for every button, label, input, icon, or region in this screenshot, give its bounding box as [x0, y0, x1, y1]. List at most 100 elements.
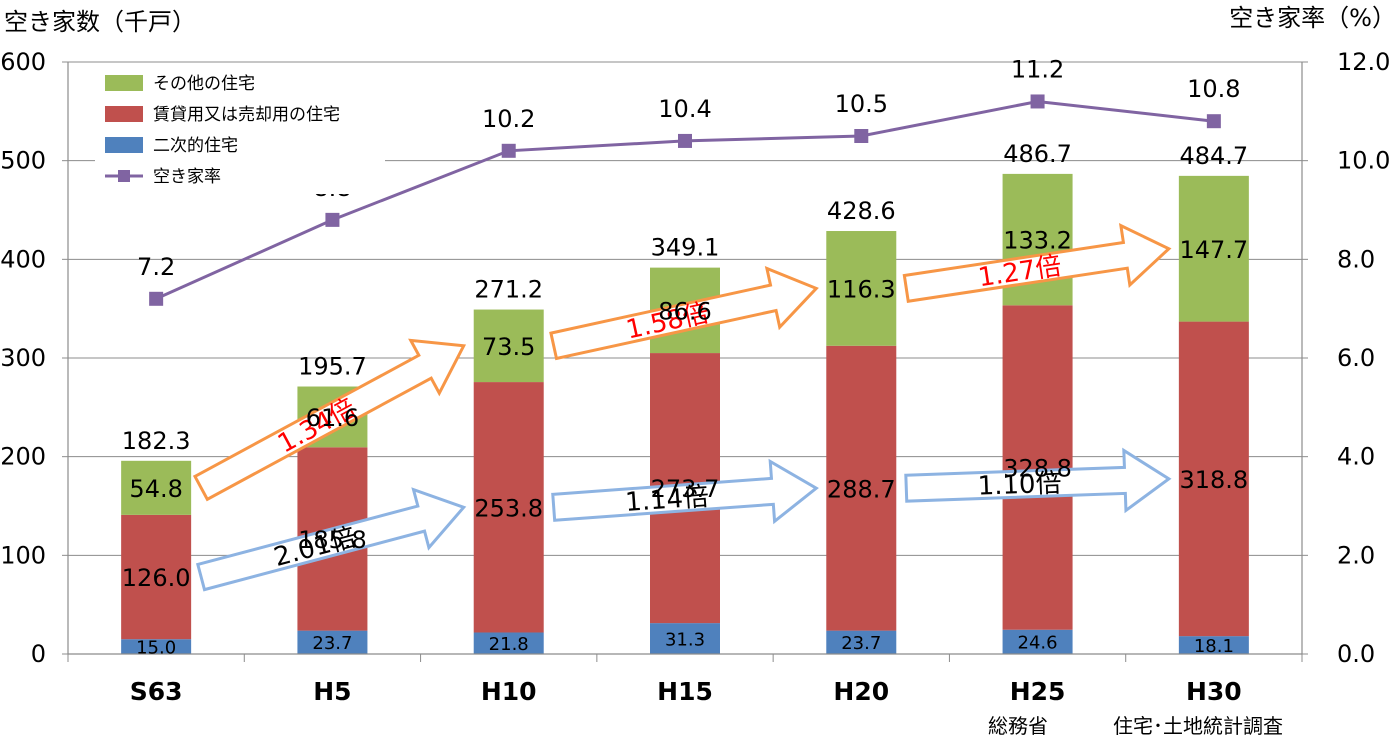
bar-value-label: 54.8	[129, 475, 182, 503]
bar-value-label: 15.0	[136, 637, 176, 658]
bar-segment	[121, 639, 192, 654]
x-tick-label: H5	[313, 677, 351, 706]
legend-label: 空き家率	[153, 167, 221, 187]
y-left-tick-label: 400	[0, 245, 46, 273]
vacancy-rate-marker	[501, 143, 516, 158]
y-right-tick-label: 10.0	[1337, 147, 1390, 175]
x-tick-label: H30	[1186, 677, 1242, 706]
bar-value-label: 185.8	[298, 526, 367, 554]
y-left-tick-label: 500	[0, 147, 46, 175]
ratio-arrow: 1.14倍	[551, 458, 819, 525]
x-tick-label: H25	[1010, 677, 1066, 706]
legend-swatch	[105, 75, 143, 91]
bar-segment	[121, 514, 192, 640]
y-left-tick-label: 0	[31, 640, 46, 668]
ratio-arrow-shape	[195, 487, 467, 592]
ratio-arrow-shape	[904, 447, 1172, 514]
ratio-arrow-shape	[192, 338, 467, 502]
y-right-tick-label: 8.0	[1337, 245, 1375, 273]
y-left-tick-label: 600	[0, 48, 46, 76]
bar-segment	[826, 345, 897, 631]
bar-value-label: 147.7	[1179, 236, 1248, 264]
y-left-tick-label: 100	[0, 541, 46, 569]
bar-segment	[826, 231, 897, 346]
bar-value-label: 61.6	[306, 404, 359, 432]
vacancy-rate-marker	[1206, 114, 1221, 129]
bar-segment	[1178, 636, 1249, 654]
bar-value-label: 23.7	[312, 633, 352, 654]
ratio-arrow-shape	[549, 266, 819, 361]
bar-segment	[826, 630, 897, 654]
x-tick-label: H10	[481, 677, 537, 706]
bar-segment	[1178, 175, 1249, 322]
bar-value-label: 86.6	[658, 297, 711, 325]
bar-total-label: 195.7	[298, 353, 367, 381]
y-right-tick-label: 6.0	[1337, 344, 1375, 372]
bar-value-label: 133.2	[1003, 227, 1072, 255]
bar-total-label: 484.7	[1179, 142, 1248, 170]
vacancy-rate-label: 10.4	[658, 95, 711, 123]
legend-swatch	[105, 137, 143, 153]
bar-value-label: 273.7	[651, 475, 720, 503]
vacancy-rate-line	[149, 94, 1221, 306]
bar-total-label: 486.7	[1003, 140, 1072, 168]
vacancy-rate-marker	[325, 212, 340, 227]
vacancy-rate-label: 11.2	[1011, 55, 1064, 83]
bar-segment	[121, 460, 192, 515]
vacancy-rate-label: 10.8	[1187, 75, 1240, 103]
y-right-tick-label: 4.0	[1337, 443, 1375, 471]
y-right-tick-label: 2.0	[1337, 541, 1375, 569]
bar-value-label: 21.8	[489, 634, 529, 655]
y-left-axis-title: 空き家数（千戸）	[4, 8, 196, 36]
vacancy-rate-label: 7.2	[137, 253, 175, 281]
bar-value-label: 318.8	[1179, 466, 1248, 494]
bar-value-label: 18.1	[1194, 636, 1234, 657]
vacancy-rate-marker	[678, 133, 692, 148]
bar-value-label: 288.7	[827, 475, 896, 503]
vacancy-rate-label: 10.5	[835, 90, 888, 118]
bar-segment	[1002, 629, 1073, 654]
ratio-arrow-shape	[902, 223, 1172, 303]
bar-segment	[1178, 321, 1249, 637]
legend-background	[95, 64, 385, 194]
vacancy-rate-marker	[1030, 94, 1045, 109]
legend-label: 賃貸用又は売却用の住宅	[153, 105, 340, 125]
y-left-tick-label: 300	[0, 344, 46, 372]
legend-marker	[118, 170, 130, 182]
source-label-ministry: 総務省	[988, 714, 1048, 738]
bar-segment	[473, 632, 544, 654]
vacancy-rate-marker	[854, 129, 869, 143]
axes: 0 0.0 100 2.0 200 4.0 300 6.0 400 8.0 500 10.0 600 12…	[0, 48, 1390, 706]
x-tick-label: H20	[833, 677, 889, 706]
bar-total-label: 271.2	[474, 276, 543, 304]
bar-value-label: 126.0	[122, 564, 191, 592]
bar-total-label: 182.3	[122, 427, 191, 455]
x-tick-label: S63	[130, 677, 183, 706]
data-labels: 15.0 126.0 54.8 182.3 23.7 185.8 61.6 195.7 21.8…	[122, 55, 1248, 658]
bar-total-label: 428.6	[827, 197, 896, 225]
bar-segment	[473, 382, 544, 633]
bar-value-label: 23.7	[841, 633, 881, 654]
y-right-axis-title: 空き家率（%）	[1229, 4, 1396, 32]
source-label-survey: 住宅･土地統計調査	[1113, 714, 1283, 738]
y-left-tick-label: 200	[0, 443, 46, 471]
legend-label: その他の住宅	[153, 74, 255, 94]
bar-stacks	[121, 173, 1249, 654]
legend-label: 二次的住宅	[153, 136, 238, 156]
legend-swatch	[105, 106, 143, 122]
y-right-tick-label: 0.0	[1337, 640, 1375, 668]
bar-value-label: 73.5	[482, 333, 535, 361]
ratio-arrow: 1.10倍	[904, 447, 1172, 514]
y-right-tick-label: 12.0	[1337, 48, 1390, 76]
bar-total-label: 349.1	[651, 234, 720, 262]
ratio-arrow-shape	[551, 458, 819, 525]
bar-value-label: 253.8	[474, 494, 543, 522]
vacancy-rate-label: 10.2	[482, 105, 535, 133]
bar-value-label: 31.3	[665, 629, 705, 650]
bar-value-label: 24.6	[1018, 633, 1058, 654]
ratio-label: 1.14倍	[624, 482, 710, 518]
bar-segment	[650, 623, 720, 654]
